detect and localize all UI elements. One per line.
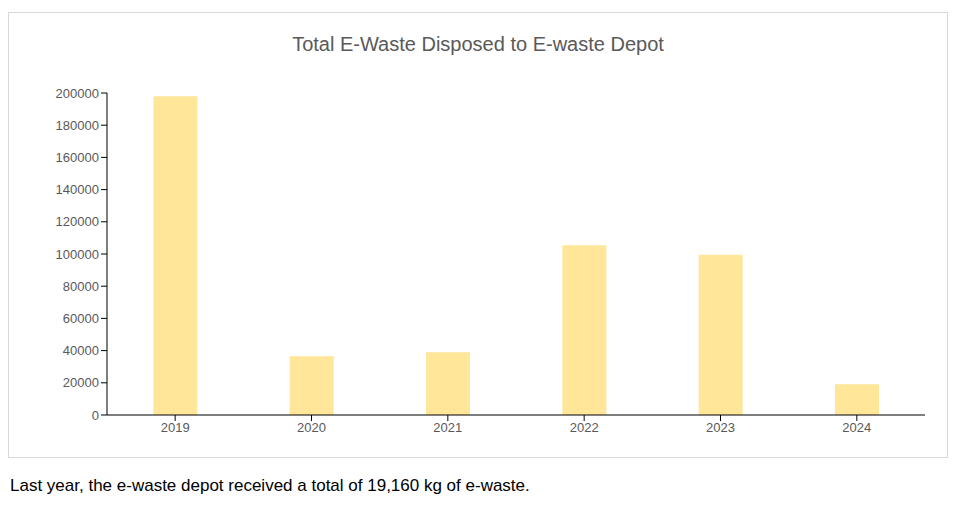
svg-text:200000: 200000 (56, 86, 99, 101)
html-text:Last year, the e-waste depot r: Last year, the e-waste depot received a … (10, 476, 530, 495)
svg-text:60000: 60000 (63, 311, 99, 326)
svg-text:2019: 2019 (161, 420, 190, 435)
svg-text:80000: 80000 (63, 279, 99, 294)
svg-text:120000: 120000 (56, 214, 99, 229)
html-text:Total E-Waste Disposed to E-wa: Total E-Waste Disposed to E-waste Depot (292, 33, 664, 55)
svg-text:2022: 2022 (570, 420, 599, 435)
svg-text:2020: 2020 (297, 420, 326, 435)
svg-text:180000: 180000 (56, 118, 99, 133)
svg-text:2023: 2023 (706, 420, 735, 435)
svg-text:2021: 2021 (433, 420, 462, 435)
svg-text:160000: 160000 (56, 150, 99, 165)
svg-text:2024: 2024 (842, 420, 871, 435)
svg-text:140000: 140000 (56, 182, 99, 197)
svg-text:100000: 100000 (56, 247, 99, 262)
svg-text:20000: 20000 (63, 375, 99, 390)
svg-text:0: 0 (92, 408, 99, 423)
svg-text:40000: 40000 (63, 343, 99, 358)
